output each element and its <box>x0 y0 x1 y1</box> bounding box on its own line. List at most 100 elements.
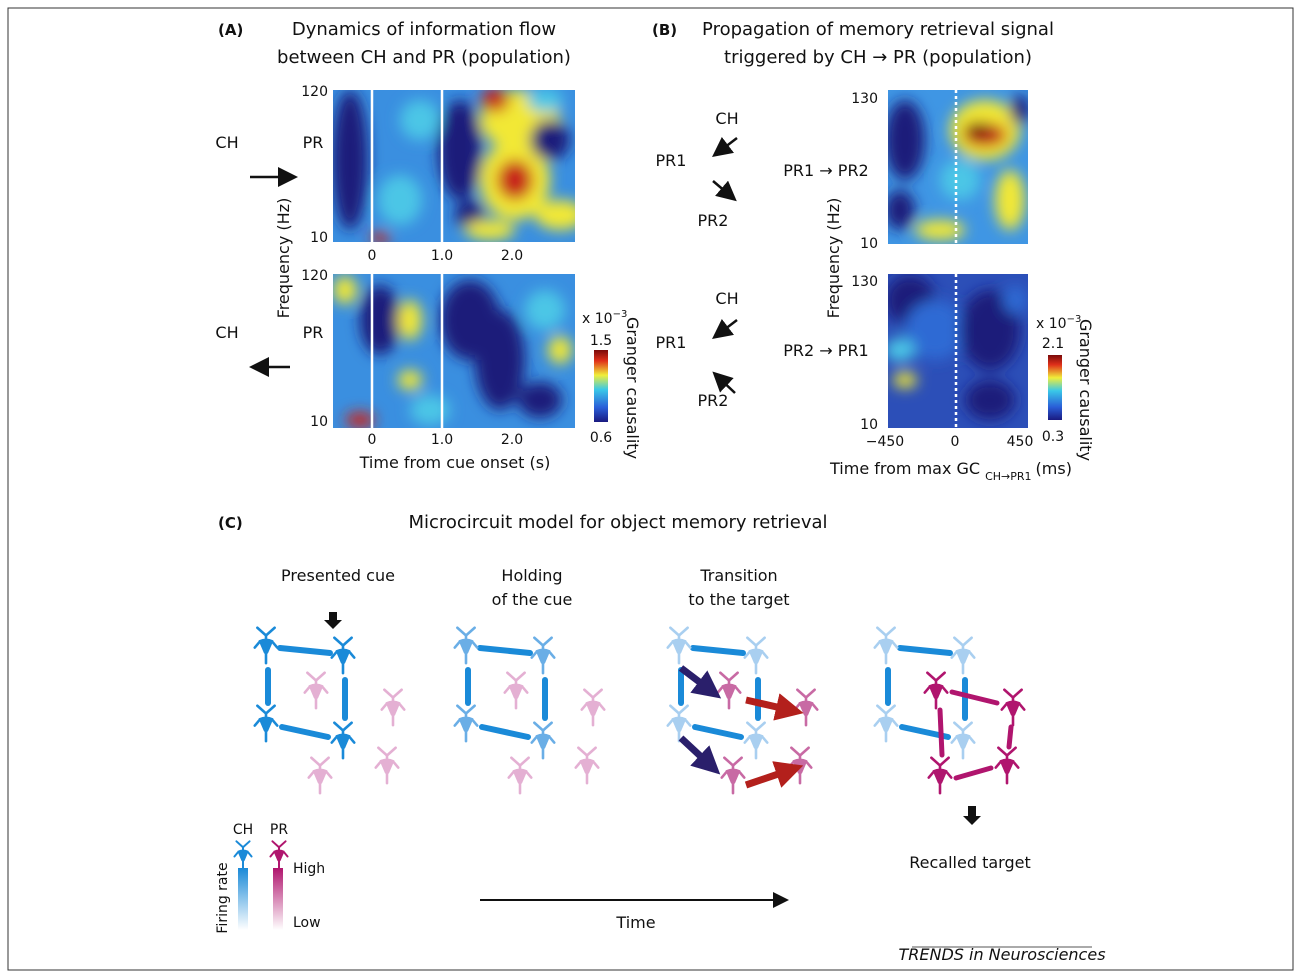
neuron-label: PR2 <box>698 391 729 410</box>
connection <box>937 707 945 758</box>
title: Dynamics of information flow <box>292 19 556 40</box>
neuron-label: PR1 <box>656 333 687 352</box>
x-tick-label: −450 <box>866 434 904 450</box>
legend-gradient <box>273 868 283 930</box>
pr-neuron <box>507 756 533 795</box>
connection <box>279 724 331 740</box>
stage-label: to the target <box>688 590 789 609</box>
ch-neuron <box>666 704 692 743</box>
ch-neuron <box>330 636 356 675</box>
x-tick-label: 1.0 <box>431 248 453 264</box>
pr-neuron <box>503 671 529 710</box>
x-tick-label: 2.0 <box>501 248 523 264</box>
x-tick-label: 0 <box>368 432 377 448</box>
ch-neuron <box>873 704 899 743</box>
connection <box>479 724 531 740</box>
ch-neuron <box>743 636 769 675</box>
pr-neuron <box>374 746 400 785</box>
pr-neuron <box>716 671 742 710</box>
y-tick-label: 120 <box>301 268 328 284</box>
heatmap-blob <box>410 395 450 425</box>
y-tick-label: 130 <box>851 91 878 107</box>
title: Propagation of memory retrieval signal <box>702 19 1054 40</box>
arrows <box>712 136 738 394</box>
neuron-label: CH <box>215 133 238 152</box>
legend-axis: Firing rate <box>215 862 231 933</box>
heatmap-blob <box>905 300 965 360</box>
circuit <box>453 626 606 795</box>
panel-label: (B) <box>652 21 677 39</box>
circuit <box>666 626 819 795</box>
ch-neuron <box>743 721 769 760</box>
y-tick-label: 130 <box>851 274 878 290</box>
colorbar <box>1048 355 1062 420</box>
heatmap-blob <box>527 90 563 112</box>
heatmap-blob <box>378 175 422 225</box>
y-tick-label: 120 <box>301 84 328 100</box>
heatmap-blob <box>1010 95 1028 125</box>
x-tick-label: 0 <box>951 434 960 450</box>
stage-label: Recalled target <box>909 853 1030 872</box>
heatmap-blob <box>465 220 515 240</box>
colorbar-max: 2.1 <box>1042 336 1064 352</box>
legend-high: High <box>293 861 325 877</box>
colorbar-label: Granger causality <box>623 317 642 459</box>
heatmap <box>888 274 1028 428</box>
x-tick-label: 2.0 <box>501 432 523 448</box>
legend-gradient <box>238 868 248 930</box>
target-arrow <box>963 806 981 825</box>
heatmap-blob <box>888 338 915 362</box>
legend-low: Low <box>293 915 321 931</box>
ch-neuron <box>530 636 556 675</box>
heatmap-blob <box>497 160 533 200</box>
connection <box>897 645 953 656</box>
pr-neuron <box>580 688 606 727</box>
heatmap-blob <box>893 372 917 388</box>
heatmap-blob <box>398 370 422 390</box>
heatmap-texture <box>888 95 1028 240</box>
heatmap <box>888 90 1028 244</box>
heatmap-blob <box>964 122 992 138</box>
time-label: Time <box>615 913 655 932</box>
heatmap-blob <box>398 300 422 340</box>
circuit <box>873 626 1026 795</box>
stage-label: Transition <box>699 566 777 585</box>
heatmap-blob <box>525 290 565 330</box>
connection <box>690 645 746 656</box>
heatmap-blob <box>965 380 1015 420</box>
heatmap-blob <box>475 310 525 410</box>
pr-neuron <box>574 746 600 785</box>
colorbar-unit: x 10−3 <box>582 309 627 327</box>
colorbar-label: Granger causality <box>1076 319 1095 461</box>
neuron-label: CH <box>715 109 738 128</box>
colorbar <box>594 350 608 422</box>
ch-neuron <box>453 626 479 665</box>
heatmap-blob <box>940 160 980 200</box>
colorbar-max: 1.5 <box>590 333 612 349</box>
heatmap-blob <box>530 120 570 160</box>
title: between CH and PR (population) <box>277 47 571 68</box>
x-tick-label: 450 <box>1007 434 1034 450</box>
connection <box>277 645 333 656</box>
heatmap-blob <box>960 290 1020 370</box>
ch-neuron <box>530 721 556 760</box>
connection <box>949 689 1000 706</box>
heatmap-blob <box>481 90 509 112</box>
ch-neuron <box>950 636 976 675</box>
pr-neuron <box>307 756 333 795</box>
neuron-label: PR <box>303 133 324 152</box>
neuron-label: CH <box>715 289 738 308</box>
x-tick-label: 1.0 <box>431 432 453 448</box>
heatmap <box>333 274 575 428</box>
title: Microcircuit model for object memory ret… <box>408 512 827 533</box>
y-tick-label: 10 <box>860 236 878 252</box>
pr-neuron <box>994 746 1020 785</box>
heatmap-blob <box>915 220 965 240</box>
footer: TRENDS in Neurosciences <box>898 945 1105 964</box>
legend-label: PR <box>270 822 288 838</box>
heatmap-blob <box>888 190 915 230</box>
heatmap-blob <box>370 232 390 242</box>
pr-neuron <box>923 671 949 710</box>
neuron-label: PR <box>303 323 324 342</box>
pr-neuron <box>1000 688 1026 727</box>
